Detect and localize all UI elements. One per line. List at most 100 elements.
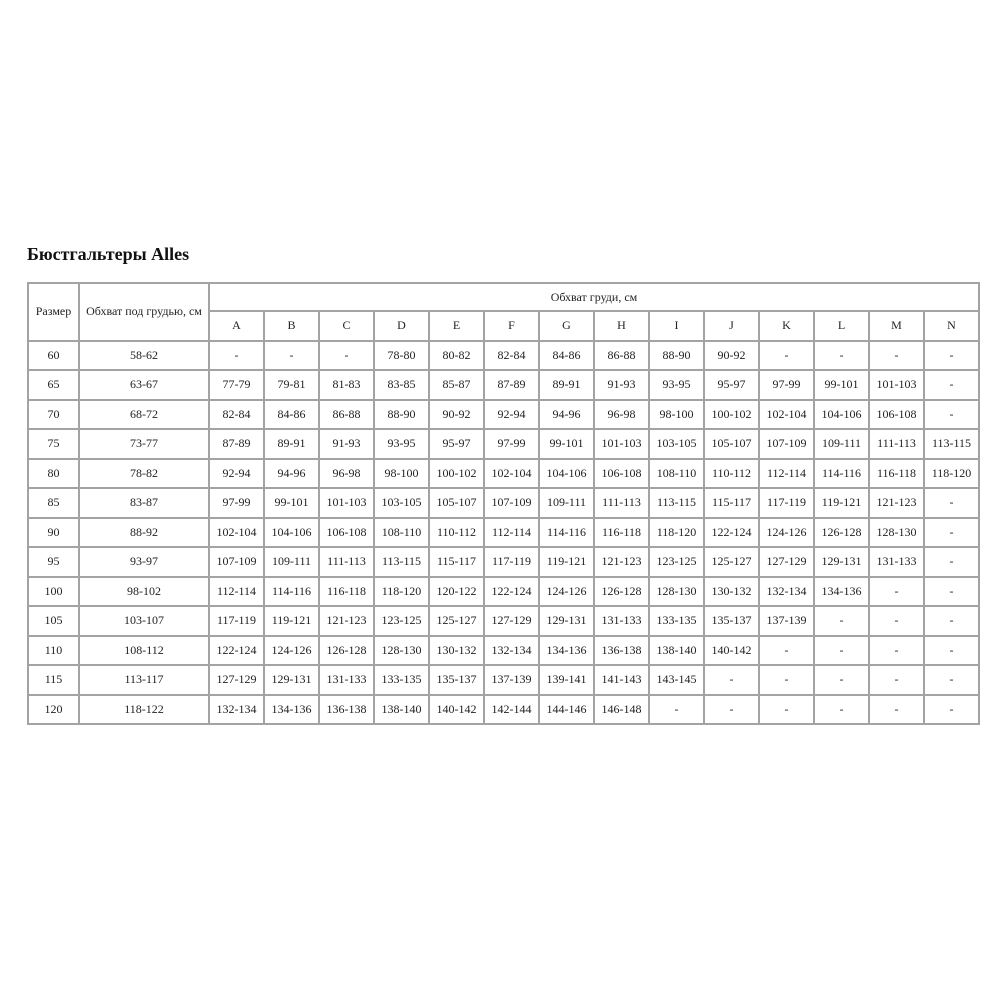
bust-cell: 83-85: [373, 369, 430, 401]
bust-cell: 114-116: [538, 516, 595, 548]
table-row: 70 68-72 82-84 84-86 86-88 88-90 90-92 92-94 94-…: [27, 398, 980, 430]
size-cell: 90: [27, 516, 80, 548]
bust-cell: 92-94: [483, 398, 540, 430]
bust-cell: 99-101: [813, 369, 870, 401]
bust-cell: 111-113: [868, 428, 925, 460]
bust-cell: 120-122: [428, 575, 485, 607]
bust-cell: 124-126: [758, 516, 815, 548]
bust-cell: 126-128: [813, 516, 870, 548]
bust-cell: 118-120: [923, 457, 980, 489]
table-row: 100 98-102 112-114 114-116 116-118 118-120 120…: [27, 575, 980, 607]
bust-cell: 110-112: [703, 457, 760, 489]
bust-cell: 140-142: [428, 693, 485, 725]
bust-cell: 81-83: [318, 369, 375, 401]
size-cell: 60: [27, 339, 80, 371]
bust-cell: 111-113: [593, 487, 650, 519]
header-cup: F: [483, 310, 540, 342]
bust-cell: 116-118: [593, 516, 650, 548]
bust-cell: 106-108: [593, 457, 650, 489]
bust-cell: -: [923, 339, 980, 371]
underbust-cell: 113-117: [78, 664, 210, 696]
bust-cell: 132-134: [208, 693, 265, 725]
bust-cell: 97-99: [208, 487, 265, 519]
header-cup: N: [923, 310, 980, 342]
bust-cell: 107-109: [758, 428, 815, 460]
bust-cell: 125-127: [428, 605, 485, 637]
bust-cell: 116-118: [868, 457, 925, 489]
bust-cell: 96-98: [318, 457, 375, 489]
bust-cell: 90-92: [703, 339, 760, 371]
bust-cell: -: [868, 575, 925, 607]
underbust-cell: 78-82: [78, 457, 210, 489]
bust-cell: 78-80: [373, 339, 430, 371]
size-cell: 120: [27, 693, 80, 725]
bust-cell: 127-129: [758, 546, 815, 578]
bust-cell: 77-79: [208, 369, 265, 401]
bust-cell: 84-86: [263, 398, 320, 430]
bust-cell: 101-103: [868, 369, 925, 401]
table-row: 110 108-112 122-124 124-126 126-128 128-130 13…: [27, 634, 980, 666]
bust-cell: -: [923, 575, 980, 607]
header-size: Размер: [27, 282, 80, 342]
bust-cell: 104-106: [538, 457, 595, 489]
bust-cell: 112-114: [758, 457, 815, 489]
bust-cell: 106-108: [868, 398, 925, 430]
bust-cell: 129-131: [538, 605, 595, 637]
table-row: 60 58-62- - -78-80 80-82 82-84 84-86 86-88 88-90…: [27, 339, 980, 371]
bust-cell: -: [923, 634, 980, 666]
bust-cell: 119-121: [813, 487, 870, 519]
bust-cell: 123-125: [373, 605, 430, 637]
bust-cell: 102-104: [208, 516, 265, 548]
size-cell: 80: [27, 457, 80, 489]
header-cup: A: [208, 310, 265, 342]
bust-cell: 138-140: [373, 693, 430, 725]
bust-cell: 136-138: [318, 693, 375, 725]
bust-cell: 84-86: [538, 339, 595, 371]
bust-cell: 135-137: [428, 664, 485, 696]
size-cell: 85: [27, 487, 80, 519]
bust-cell: 121-123: [868, 487, 925, 519]
header-cup: E: [428, 310, 485, 342]
bust-cell: -: [758, 664, 815, 696]
bust-cell: 105-107: [703, 428, 760, 460]
bust-cell: 118-120: [648, 516, 705, 548]
underbust-cell: 88-92: [78, 516, 210, 548]
bust-cell: 117-119: [483, 546, 540, 578]
size-cell: 115: [27, 664, 80, 696]
table-row: 75 73-77 87-89 89-91 91-93 93-95 95-97 97-99 99-…: [27, 428, 980, 460]
bust-cell: 99-101: [263, 487, 320, 519]
bust-cell: 134-136: [538, 634, 595, 666]
bust-cell: -: [813, 605, 870, 637]
bust-cell: -: [923, 516, 980, 548]
bust-cell: 99-101: [538, 428, 595, 460]
bust-cell: 89-91: [263, 428, 320, 460]
bust-cell: -: [923, 664, 980, 696]
bust-cell: 115-117: [428, 546, 485, 578]
bust-cell: 88-90: [648, 339, 705, 371]
bust-cell: 137-139: [758, 605, 815, 637]
bust-cell: 104-106: [263, 516, 320, 548]
bust-cell: -: [758, 634, 815, 666]
bust-cell: 87-89: [483, 369, 540, 401]
bust-cell: 135-137: [703, 605, 760, 637]
bust-cell: -: [868, 339, 925, 371]
size-table: Размер Обхват под грудью, см Обхват груд…: [27, 282, 980, 725]
header-cup: J: [703, 310, 760, 342]
table-row: 120 118-122 132-134 134-136 136-138 138-140 14…: [27, 693, 980, 725]
bust-cell: -: [318, 339, 375, 371]
bust-cell: -: [758, 339, 815, 371]
underbust-cell: 98-102: [78, 575, 210, 607]
bust-cell: 136-138: [593, 634, 650, 666]
bust-cell: 123-125: [648, 546, 705, 578]
bust-cell: 103-105: [648, 428, 705, 460]
header-cup: K: [758, 310, 815, 342]
bust-cell: 95-97: [428, 428, 485, 460]
bust-cell: 122-124: [208, 634, 265, 666]
header-cup: D: [373, 310, 430, 342]
bust-cell: 110-112: [428, 516, 485, 548]
bust-cell: 125-127: [703, 546, 760, 578]
bust-cell: -: [923, 693, 980, 725]
bust-cell: -: [923, 398, 980, 430]
underbust-cell: 73-77: [78, 428, 210, 460]
bust-cell: 118-120: [373, 575, 430, 607]
